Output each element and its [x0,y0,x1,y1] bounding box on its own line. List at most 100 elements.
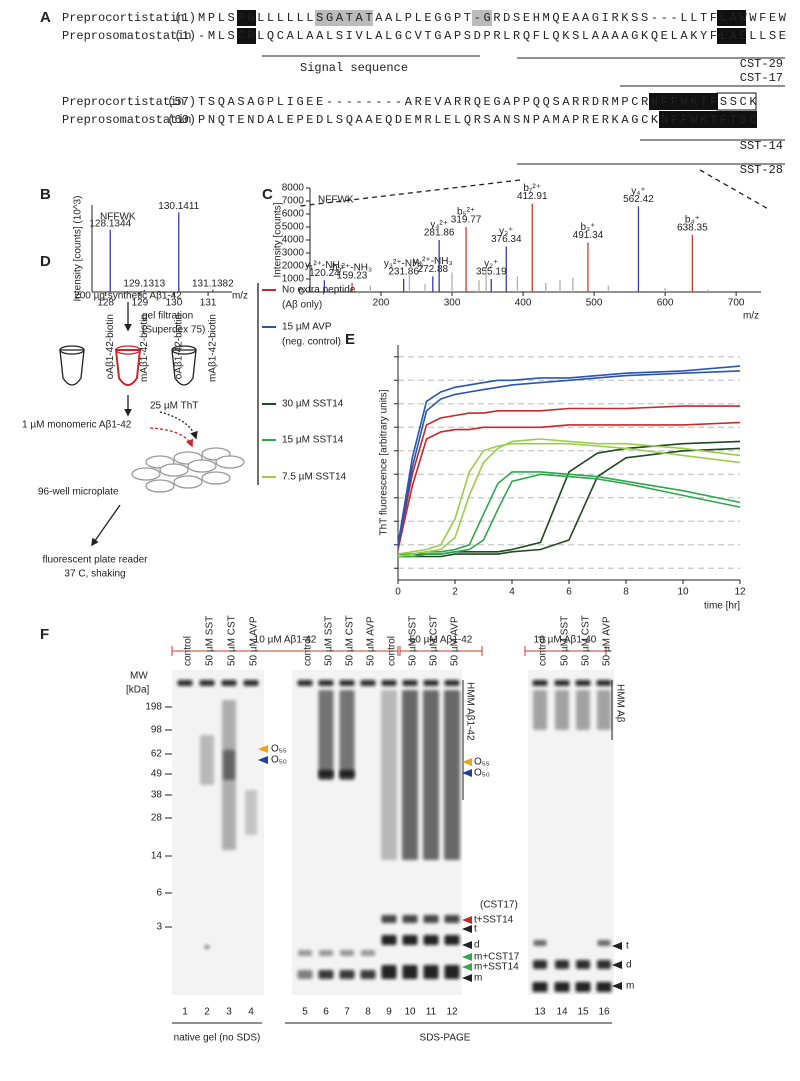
band-label: m+SST14 [474,962,519,973]
lane-number: 4 [248,1007,254,1018]
gel-band [444,965,460,979]
peak-label: 129.1313 [123,279,165,290]
gel-band [555,690,569,730]
sequence-name: Preprosomatostatin [62,113,192,127]
gel-band [444,690,460,860]
gel-band [575,982,591,992]
ion-label: b₃⁺ [580,222,595,233]
lane-number: 5 [302,1007,308,1018]
peak-label: 130.1411 [158,201,199,212]
gel-band [423,965,439,979]
y-tick-label: 2000 [282,261,305,272]
peak-label: 562.42 [623,194,654,205]
peak-label: 319.77 [451,215,482,226]
arrow [462,769,472,777]
band-label: HMM Aβ [614,684,625,723]
gel-band [297,680,313,686]
gel-band [554,680,570,686]
x-tick-label: 131 [200,298,217,309]
sequence-highlights [237,10,757,128]
annotation: SST-14 [740,139,783,153]
gel-band [596,680,612,686]
panel-label: B [40,186,51,203]
diagram-text: 25 µM ThT [150,401,198,412]
group-header: 50 µM Aβ1-42 [410,635,473,646]
lane-header: 50 µM SST [324,616,335,666]
mw-marker: 28 [151,813,163,824]
gel-band [381,915,397,923]
curve [397,438,741,558]
x-tick-label: 500 [586,298,603,309]
gel-band [402,915,418,923]
annotation: Signal sequence [300,61,408,75]
ion-label: y₄⁺ [631,186,645,197]
gel-band [423,690,439,860]
x-axis-label: time [hr] [704,601,740,612]
ion-label: y₄²⁺ [430,220,448,231]
arrow [462,974,472,982]
arrow [462,963,472,971]
band-label: t [626,941,629,952]
gel-band [243,680,259,686]
mw-marker: 38 [151,790,163,801]
gel-band [532,982,548,992]
group-header: 10 µM Aβ1-42 [254,635,317,646]
x-tick-label: 12 [734,587,746,598]
y-tick-label: 0 [298,287,304,298]
gel-band [533,940,547,946]
lane-number: 2 [204,1007,210,1018]
peak-name: oAβ1-42-biotin [105,314,116,379]
peak-label: 412.91 [517,191,548,202]
lane-number: 10 [404,1007,416,1018]
lane-header: control [387,636,398,666]
lane-number: 12 [446,1007,458,1018]
curve [397,370,741,548]
peak-name: mAβ1-42-biotin [139,314,150,382]
peak-label: 491.34 [573,230,604,241]
curve [397,405,740,548]
curve [398,447,741,558]
arrow [612,942,622,950]
lane-header: 50 µM AVP [602,616,613,666]
annotation: SST-28 [740,163,783,177]
legend-label: 30 µM SST14 [282,399,344,410]
peak-label: 272.88 [417,264,448,275]
x-tick-label: 6 [566,587,572,598]
arrow [258,745,268,753]
mw-marker: 6 [156,888,162,899]
y-axis-label: Intensity [counts] (10^3) [73,196,84,302]
gel-band [576,690,590,730]
panel-label: E [345,331,355,348]
ion-label: y₃⁺ [499,226,513,237]
arrow [612,982,622,990]
arrow [462,953,472,961]
gel-band [423,915,439,923]
x-tick-label: 0 [395,587,401,598]
gel-band [340,950,354,956]
diagram-text: 1 µM monomeric Aβ1-42 [22,420,132,431]
ion-label: y₂⁺ [484,259,498,270]
lane-header: 50 µM AVP [249,616,260,666]
gel-band [199,680,215,686]
band-label: (CST17) [480,900,518,911]
ion-label: b₇²⁺ [523,183,541,194]
y-tick-label: 3000 [282,248,305,259]
lane-number: 1 [182,1007,188,1018]
peak-label: 131.1382 [192,278,234,289]
ion-label: y₁²⁺-NH₃ [305,260,344,271]
x-axis-label: m/z [232,291,248,302]
gel-band [555,960,569,969]
peak-label: 128.1344 [89,218,131,229]
band-label: O₅₅ [474,757,490,768]
footer: native gel (no SDS) [174,1033,261,1044]
panel-label: C [262,186,273,203]
gel-band [532,680,548,686]
peak-label: 376.34 [491,234,522,245]
gel-band [318,680,334,686]
lane-number: 15 [577,1007,589,1018]
gel-band [423,935,439,945]
y-tick-label: 6000 [282,209,305,220]
lane-number: 13 [534,1007,546,1018]
gel-band [221,680,237,686]
